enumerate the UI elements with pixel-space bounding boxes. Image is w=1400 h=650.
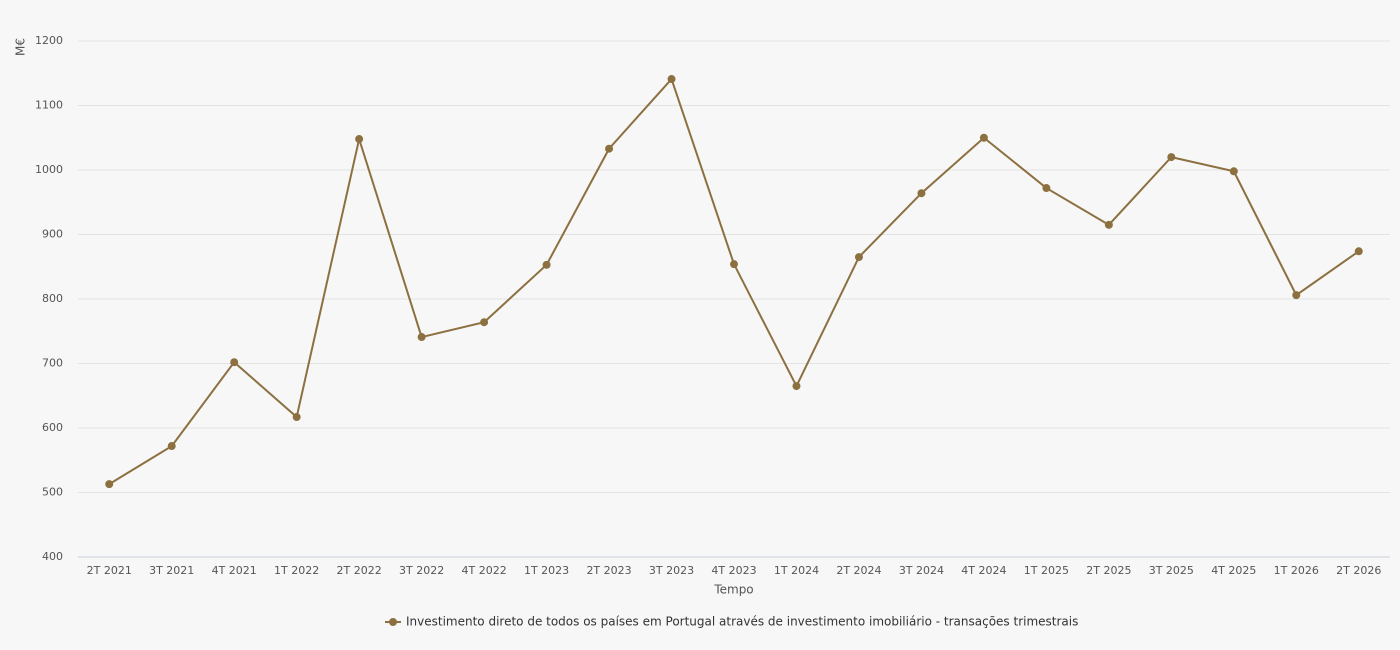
- y-tick-label: 800: [42, 292, 63, 305]
- x-tick-label: 4T 2021: [212, 564, 257, 577]
- data-point: [1167, 153, 1176, 162]
- x-tick-label: 1T 2022: [274, 564, 319, 577]
- y-tick-label: 600: [42, 421, 63, 434]
- data-point: [917, 189, 926, 198]
- x-tick-label: 3T 2021: [149, 564, 194, 577]
- data-point: [1292, 291, 1301, 300]
- data-point: [605, 144, 614, 153]
- data-point: [292, 413, 301, 422]
- data-point: [979, 133, 988, 142]
- data-point: [167, 442, 176, 451]
- data-point: [1104, 220, 1113, 229]
- x-tick-label: 4T 2024: [961, 564, 1006, 577]
- x-tick-label: 1T 2025: [1024, 564, 1069, 577]
- y-tick-label: 900: [42, 228, 63, 241]
- x-tick-label: 2T 2026: [1336, 564, 1381, 577]
- x-tick-label: 2T 2022: [337, 564, 382, 577]
- x-tick-label: 3T 2024: [899, 564, 944, 577]
- x-tick-label: 4T 2025: [1211, 564, 1256, 577]
- y-tick-label: 500: [42, 486, 63, 499]
- y-tick-label: 700: [42, 357, 63, 370]
- data-point: [1229, 167, 1238, 176]
- data-point: [480, 318, 489, 327]
- data-point: [1354, 247, 1363, 256]
- x-tick-label: 2T 2025: [1086, 564, 1131, 577]
- data-point: [230, 358, 239, 367]
- data-point: [1042, 184, 1051, 193]
- data-point: [417, 333, 426, 342]
- x-tick-label: 4T 2023: [711, 564, 756, 577]
- x-tick-label: 3T 2022: [399, 564, 444, 577]
- data-point: [730, 260, 738, 269]
- data-point: [667, 75, 676, 84]
- x-tick-label: 1T 2024: [774, 564, 819, 577]
- x-tick-label: 1T 2023: [524, 564, 569, 577]
- data-point: [105, 480, 114, 489]
- legend-label: Investimento direto de todos os países e…: [406, 615, 1078, 629]
- x-tick-label: 2T 2021: [87, 564, 132, 577]
- y-tick-label: 1000: [35, 163, 63, 176]
- x-tick-label: 2T 2024: [836, 564, 881, 577]
- y-axis-title: M€: [14, 38, 28, 56]
- data-point: [854, 253, 863, 262]
- x-tick-label: 4T 2022: [461, 564, 506, 577]
- y-tick-label: 1100: [35, 99, 63, 112]
- y-tick-label: 400: [42, 550, 63, 563]
- data-point: [355, 135, 364, 144]
- x-tick-label: 3T 2023: [649, 564, 694, 577]
- x-tick-label: 2T 2023: [586, 564, 631, 577]
- data-point: [542, 260, 551, 269]
- x-axis-title: Tempo: [713, 583, 753, 597]
- legend-symbol: [389, 618, 397, 626]
- x-tick-label: 1T 2026: [1274, 564, 1319, 577]
- x-tick-label: 3T 2025: [1149, 564, 1194, 577]
- data-point: [792, 382, 801, 391]
- y-tick-label: 1200: [35, 34, 63, 47]
